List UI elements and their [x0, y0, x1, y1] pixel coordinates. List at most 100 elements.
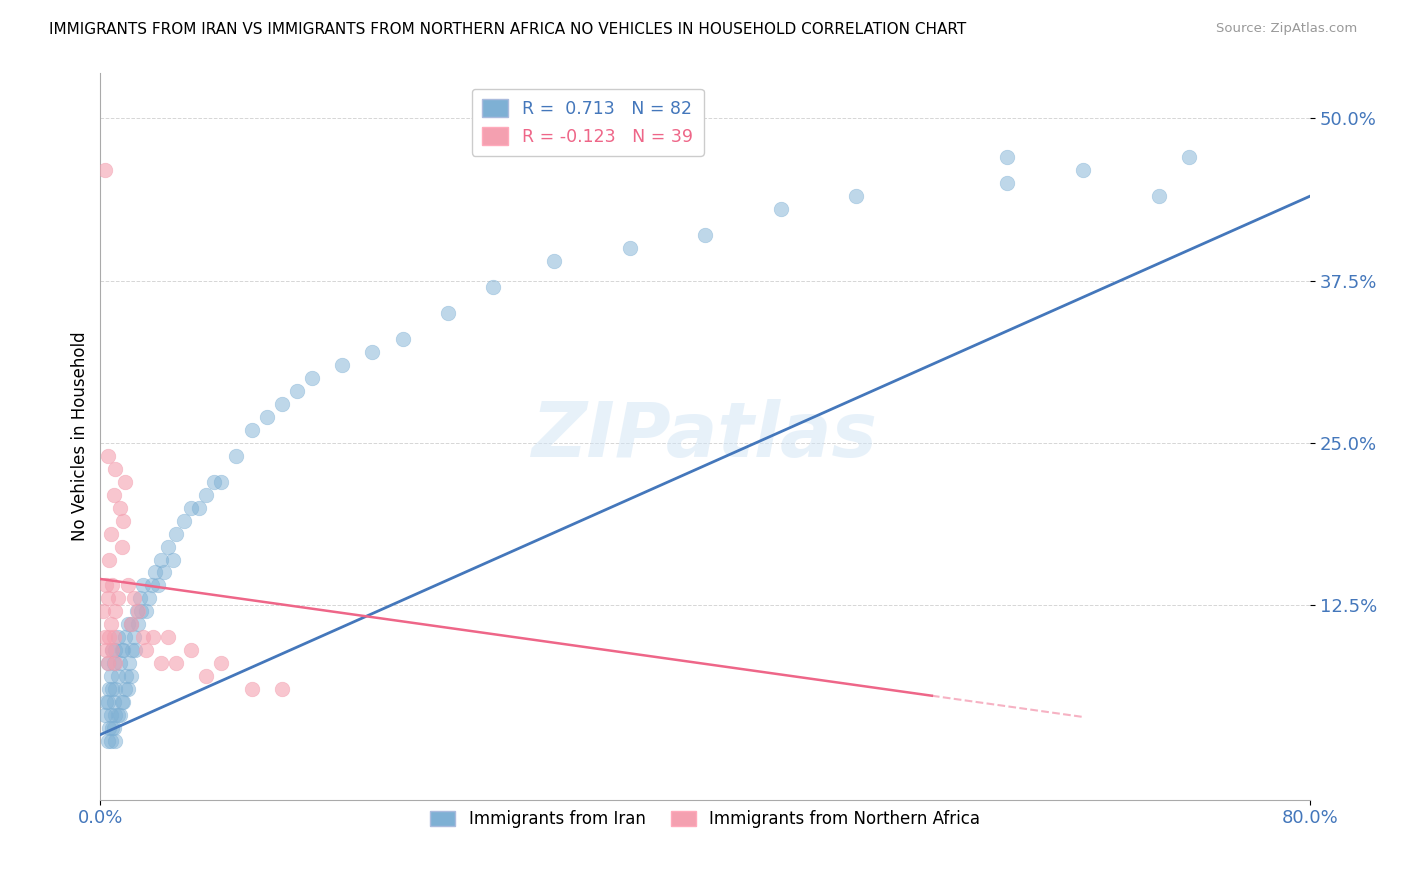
Point [97, 695, 120, 709]
Point [104, 682, 127, 697]
Point [121, 643, 143, 657]
Point [162, 552, 184, 566]
Point [98, 552, 121, 566]
Point [104, 708, 127, 723]
Point [104, 461, 127, 475]
Point [96, 643, 118, 657]
Point [118, 657, 141, 671]
Point [117, 578, 139, 592]
Point [157, 540, 180, 554]
Point [117, 682, 139, 697]
Point [122, 631, 145, 645]
Point [107, 708, 129, 723]
Point [112, 514, 135, 528]
Text: IMMIGRANTS FROM IRAN VS IMMIGRANTS FROM NORTHERN AFRICA NO VEHICLES IN HOUSEHOLD: IMMIGRANTS FROM IRAN VS IMMIGRANTS FROM … [49, 22, 966, 37]
Point [240, 682, 263, 697]
Point [997, 150, 1019, 164]
Point [127, 604, 149, 618]
Point [997, 176, 1019, 190]
Point [101, 578, 124, 592]
Point [100, 669, 122, 683]
Point [94, 708, 117, 723]
Point [149, 657, 172, 671]
Point [114, 682, 136, 697]
Point [100, 617, 122, 632]
Y-axis label: No Vehicles in Household: No Vehicles in Household [72, 332, 89, 541]
Point [101, 643, 124, 657]
Point [93, 604, 115, 618]
Point [153, 566, 176, 580]
Point [98, 682, 121, 697]
Point [115, 669, 138, 683]
Point [114, 475, 136, 489]
Point [125, 604, 148, 618]
Point [94, 163, 117, 178]
Point [209, 475, 232, 489]
Point [157, 631, 180, 645]
Point [437, 306, 460, 320]
Point [112, 695, 135, 709]
Point [138, 591, 160, 606]
Point [103, 657, 125, 671]
Point [180, 500, 202, 515]
Point [110, 643, 132, 657]
Point [104, 643, 127, 657]
Point [1178, 150, 1201, 164]
Point [110, 695, 132, 709]
Point [107, 631, 129, 645]
Point [98, 721, 121, 735]
Point [845, 189, 868, 203]
Point [146, 578, 169, 592]
Point [225, 449, 247, 463]
Point [165, 526, 187, 541]
Point [104, 604, 127, 618]
Point [131, 578, 153, 592]
Text: Source: ZipAtlas.com: Source: ZipAtlas.com [1216, 22, 1357, 36]
Point [543, 254, 565, 268]
Point [180, 643, 202, 657]
Point [112, 643, 135, 657]
Point [100, 708, 122, 723]
Point [108, 500, 131, 515]
Point [128, 591, 150, 606]
Point [110, 540, 132, 554]
Point [270, 397, 292, 411]
Point [97, 591, 120, 606]
Point [96, 578, 118, 592]
Point [100, 734, 122, 748]
Point [285, 384, 308, 398]
Point [202, 475, 225, 489]
Point [124, 643, 146, 657]
Point [127, 617, 149, 632]
Point [135, 643, 157, 657]
Point [149, 552, 172, 566]
Point [135, 604, 157, 618]
Point [103, 695, 125, 709]
Point [104, 657, 127, 671]
Point [482, 280, 505, 294]
Point [195, 669, 218, 683]
Point [240, 423, 263, 437]
Point [769, 202, 792, 217]
Point [103, 721, 125, 735]
Point [619, 241, 641, 255]
Point [98, 631, 121, 645]
Point [122, 591, 145, 606]
Point [107, 591, 129, 606]
Point [165, 657, 187, 671]
Legend: Immigrants from Iran, Immigrants from Northern Africa: Immigrants from Iran, Immigrants from No… [423, 804, 987, 835]
Point [173, 514, 195, 528]
Point [97, 657, 120, 671]
Point [117, 617, 139, 632]
Point [361, 345, 384, 359]
Point [97, 449, 120, 463]
Point [1147, 189, 1170, 203]
Point [101, 643, 124, 657]
Point [301, 371, 323, 385]
Point [120, 617, 142, 632]
Point [104, 734, 127, 748]
Point [270, 682, 292, 697]
Point [97, 734, 120, 748]
Point [187, 500, 209, 515]
Point [96, 695, 118, 709]
